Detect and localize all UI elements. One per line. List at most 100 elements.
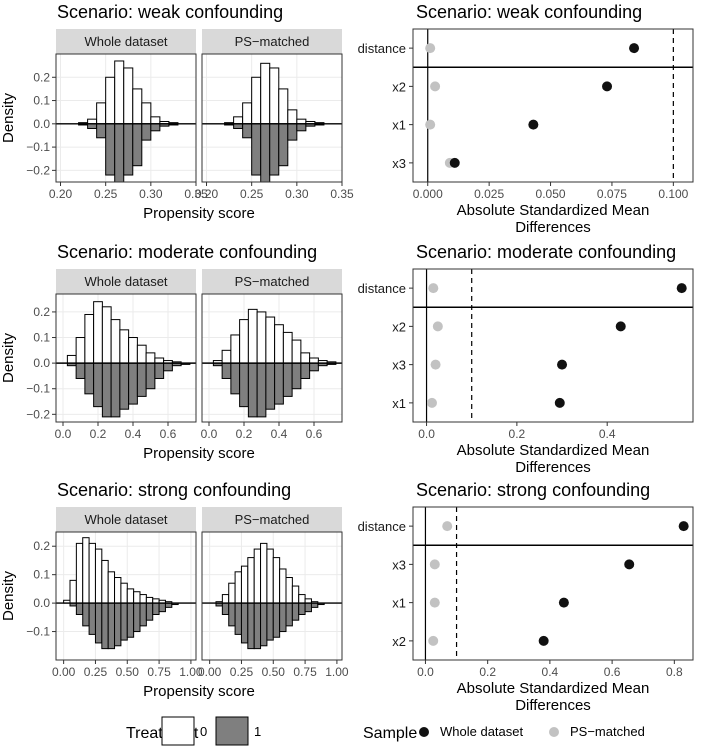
histogram-bar-treated [110, 362, 121, 418]
histogram-xtick-label: 0.2 [236, 427, 253, 441]
matched-point [425, 119, 436, 130]
histogram-bar-control [84, 313, 95, 364]
histogram-xtick-label: 0.50 [262, 665, 286, 679]
histogram-bar-treated [282, 362, 293, 397]
facet-panel-border [201, 293, 343, 423]
histogram-bar-control [150, 116, 161, 125]
matched-point [432, 321, 443, 332]
histogram-bar-treated [94, 602, 103, 644]
histogram-ylabel: Density [0, 92, 17, 143]
histogram-xtick-label: 0.75 [147, 665, 171, 679]
love-xtick-label: 0.8 [666, 665, 683, 679]
histogram-bar-control [242, 102, 253, 125]
histogram-xtick-label: 0.75 [293, 665, 317, 679]
whole-dataset-point [557, 359, 568, 370]
histogram-bar-control [234, 571, 242, 604]
histogram-ylabel: Density [0, 332, 17, 383]
histogram-bar-treated [136, 362, 147, 397]
love-plot-3: Scenario: strong confounding distance x3 x1… [358, 480, 694, 714]
love-panel-border [412, 28, 694, 183]
histogram-xtick-label: 0.35 [330, 187, 354, 201]
whole-dataset-point [615, 321, 626, 332]
love-xlabel-line-1: Absolute Standardized Mean [457, 680, 650, 697]
histogram-bar-treated [114, 602, 122, 647]
histogram-bar-control [136, 344, 147, 364]
histogram-bar-treated [309, 362, 319, 372]
histogram-xtick-label: 0.20 [195, 187, 219, 201]
matched-point [429, 597, 440, 608]
facet-strip-label: PS−matched [235, 34, 310, 49]
histogram-bar-treated [120, 602, 128, 641]
histogram-bar-treated [287, 123, 298, 141]
histogram-xtick-label: 0.4 [271, 427, 288, 441]
histogram-bar-control [101, 306, 112, 364]
love-plot-title-2: Scenario: moderate confounding [416, 242, 676, 262]
facet-strip [202, 29, 342, 54]
histogram-bar-control [221, 349, 232, 364]
love-plot-1: Scenario: weak confounding distance x2 x1 x3… [358, 2, 694, 236]
whole-dataset-point [629, 43, 640, 54]
love-plot-title-1: Scenario: weak confounding [416, 2, 642, 22]
histogram-bar-treated [279, 602, 287, 633]
histogram-ytick-label: 0.2 [33, 70, 50, 84]
histogram-bar-control [145, 352, 156, 364]
histogram-bar-control [96, 102, 107, 125]
histogram-bar-control [126, 588, 135, 604]
histogram-bar-treated [234, 602, 242, 635]
matched-point [428, 635, 439, 646]
facet-panel-border [201, 531, 343, 661]
histogram-xlabel: Propensity score [143, 683, 255, 700]
histogram-xlabel: Propensity score [143, 445, 255, 462]
sample-legend-whole-label: Whole dataset [440, 724, 523, 739]
love-panel-background [413, 29, 693, 182]
histogram-bar-treated [75, 362, 86, 379]
love-xtick-label: 0.000 [413, 187, 443, 201]
histogram-ytick-label: −0.1 [26, 625, 50, 639]
histogram-bar-treated [221, 602, 230, 615]
love-xtick-label: 0.4 [599, 427, 616, 441]
love-xtick-label: 0.2 [509, 427, 526, 441]
histogram-bar-treated [132, 123, 143, 167]
histogram-bar-treated [145, 362, 156, 390]
whole-dataset-point [538, 635, 549, 646]
histogram-bar-treated [101, 602, 109, 650]
histogram-bar-control [253, 548, 262, 604]
histogram-bar-control [287, 109, 298, 125]
histogram-bar-control [105, 76, 116, 125]
histogram-bar-treated [105, 123, 116, 176]
facet-strip [56, 507, 196, 532]
histogram-bar-treated [242, 123, 253, 139]
histogram-bar-control [291, 585, 300, 604]
facet-strip [202, 507, 342, 532]
histogram-bar-control [94, 548, 103, 604]
whole-dataset-point [449, 157, 460, 168]
histogram-bar-control [285, 577, 293, 604]
facet-strip-label: Whole dataset [84, 512, 167, 527]
histogram-xtick-label: 0.0 [55, 427, 72, 441]
love-plot-title-3: Scenario: strong confounding [416, 480, 650, 500]
histogram-bar-treated [291, 362, 302, 390]
histogram-bar-treated [240, 602, 249, 644]
histogram-bar-treated [139, 602, 147, 627]
histogram-bar-control [256, 311, 267, 364]
love-row-label: distance [358, 41, 406, 56]
histogram-bar-treated [123, 123, 134, 176]
whole-dataset-point [528, 119, 539, 130]
histogram-bar-treated [154, 362, 165, 379]
histogram-xtick-label: 0.00 [198, 665, 222, 679]
histogram-bar-control [66, 354, 77, 364]
histogram-bar-control [274, 324, 284, 364]
love-xtick-label: 0.100 [658, 187, 688, 201]
histogram-ytick-label: 0.2 [33, 539, 50, 553]
histogram-bar-treated [274, 362, 284, 405]
histogram-bar-control [221, 594, 230, 604]
histogram-ytick-label: 0.0 [33, 596, 50, 610]
love-row-label: distance [358, 281, 406, 296]
sample-legend: Sample Whole dataset PS−matched [363, 724, 645, 742]
treatment-legend: Treatment 0 1 [126, 716, 261, 746]
histogram-bar-treated [260, 123, 271, 183]
histogram-xtick-label: 0.25 [230, 665, 254, 679]
histogram-bar-treated [93, 362, 103, 408]
facet-strip [202, 269, 342, 294]
histogram-bar-treated [101, 362, 112, 418]
